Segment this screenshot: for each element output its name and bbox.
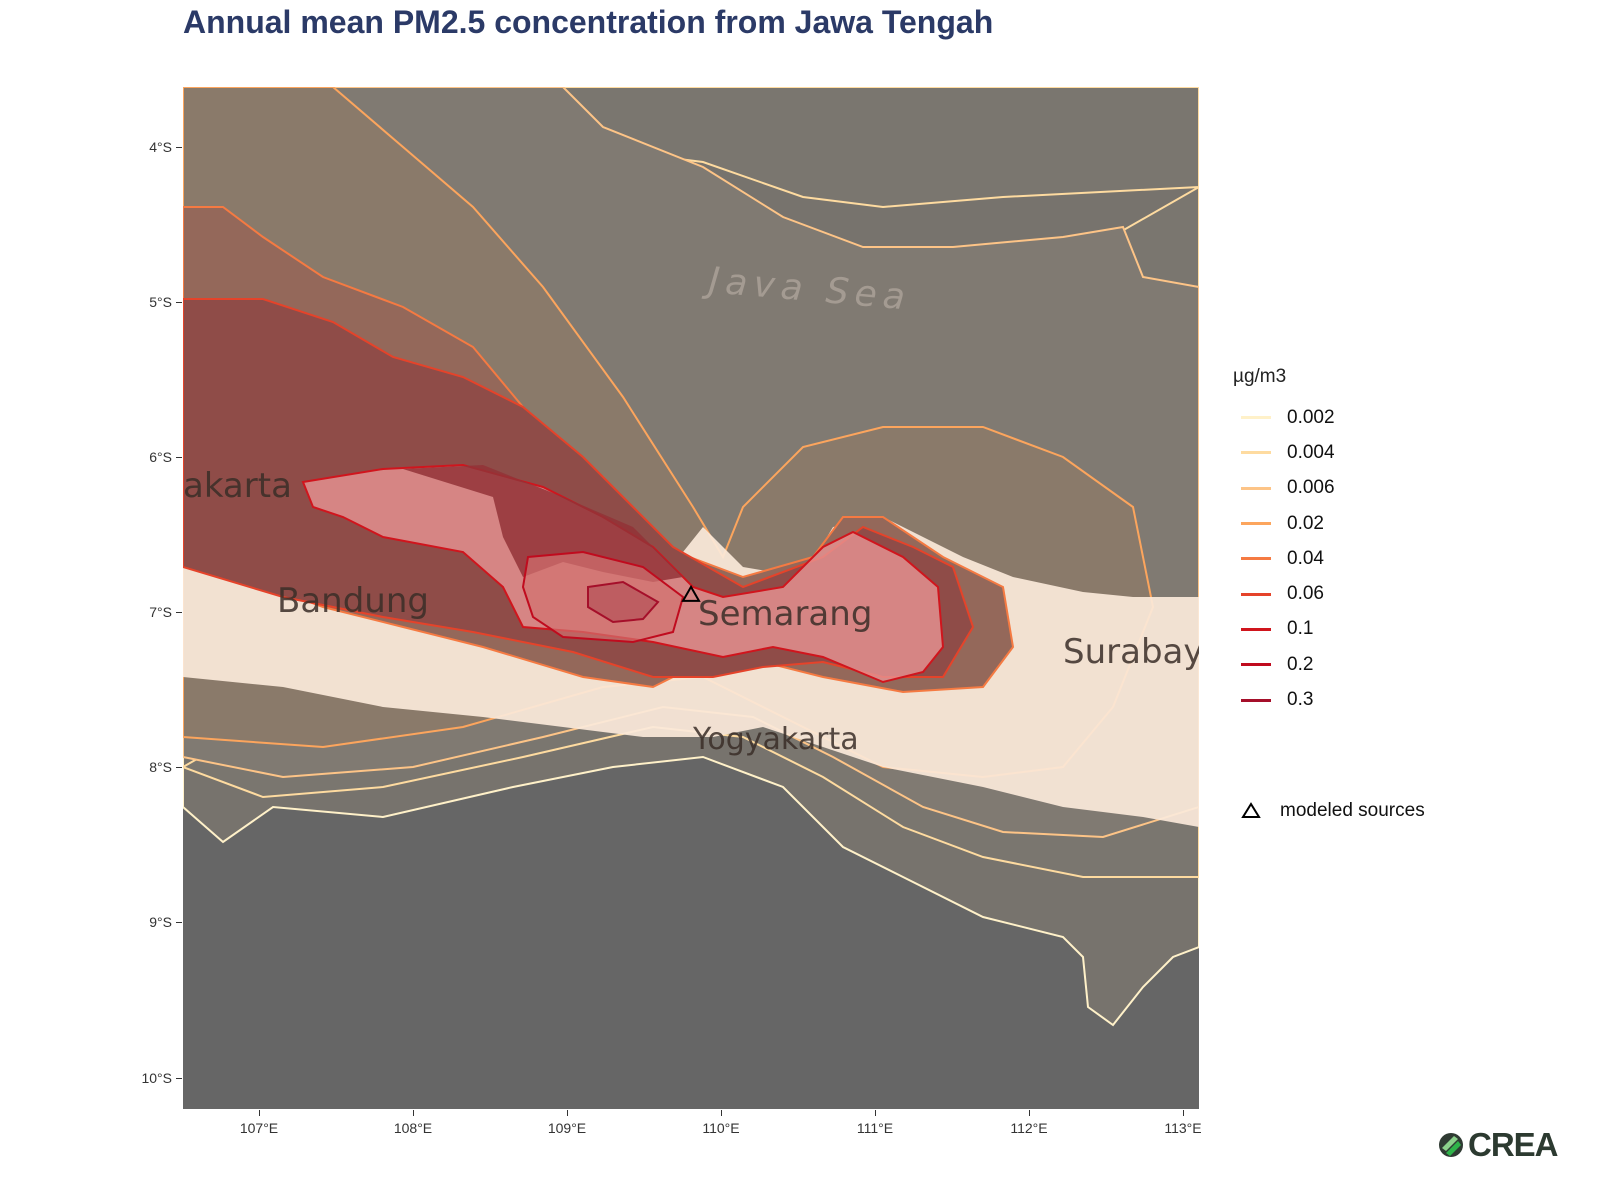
chart-title: Annual mean PM2.5 concentration from Jaw… (183, 4, 994, 40)
contour-fill-0.1-dark (403, 465, 683, 582)
legend-label: 0.06 (1287, 583, 1324, 605)
legend-line-key (1241, 451, 1271, 455)
legend-title: µg/m3 (1233, 366, 1287, 387)
legend-label: 0.04 (1287, 547, 1324, 569)
legend: µg/m3 0.002 0.004 0.006 0.02 0.04 0.06 0.1 0.2 0… (1233, 366, 1335, 718)
legend-label: 0.004 (1287, 441, 1335, 463)
place-label-jakarta: akarta (183, 466, 292, 506)
modeled-source-marker (681, 584, 701, 602)
legend-label: 0.3 (1287, 689, 1314, 711)
legend-modeled-sources: modeled sources (1240, 800, 1425, 822)
legend-line-key (1241, 522, 1271, 526)
y-tick: 8°S (120, 759, 182, 775)
logo-text: CREA (1468, 1126, 1559, 1163)
x-tick: 113°E (1143, 1110, 1223, 1136)
place-label-bandung: Bandung (277, 581, 429, 621)
legend-label: 0.002 (1287, 406, 1335, 428)
y-tick: 5°S (120, 294, 182, 310)
y-tick: 9°S (120, 914, 182, 930)
legend-line-key (1241, 663, 1271, 667)
x-tick: 108°E (373, 1110, 453, 1136)
contour-fill-0.3 (587, 580, 660, 624)
legend-line-key (1241, 416, 1271, 420)
crea-logo-icon (1439, 1133, 1463, 1157)
legend-item: 0.002 (1233, 400, 1335, 435)
x-tick: 107°E (219, 1110, 299, 1136)
triangle-outline-icon (1241, 802, 1261, 818)
place-label-yogyakarta: Yogyakarta (692, 722, 859, 757)
legend-item: 0.1 (1233, 612, 1335, 647)
crea-logo: CREA (1438, 1126, 1559, 1164)
legend-label: 0.1 (1287, 618, 1314, 640)
legend-line-key (1241, 557, 1271, 561)
legend-label: 0.02 (1287, 512, 1324, 534)
contour-fill-0.06 (183, 298, 975, 678)
legend-item: 0.2 (1233, 647, 1335, 682)
pm25-map: akarta Bandung Semarang Surabay Yogyakar… (183, 87, 1199, 1109)
y-tick: 10°S (120, 1070, 182, 1086)
x-tick: 112°E (989, 1110, 1069, 1136)
legend-item: 0.04 (1233, 541, 1335, 576)
x-tick: 110°E (681, 1110, 761, 1136)
legend-line-key (1241, 486, 1271, 490)
x-tick: 109°E (527, 1110, 607, 1136)
y-tick: 4°S (120, 139, 182, 155)
place-label-surabaya: Surabay (1063, 632, 1199, 672)
y-tick: 7°S (120, 604, 182, 620)
y-tick: 6°S (120, 449, 182, 465)
legend-item: 0.06 (1233, 576, 1335, 611)
legend-line-key (1241, 627, 1271, 631)
x-tick: 111°E (835, 1110, 915, 1136)
place-label-semarang: Semarang (698, 594, 872, 634)
legend-item: 0.3 (1233, 682, 1335, 717)
legend-item: 0.006 (1233, 471, 1335, 506)
legend-line-key (1241, 698, 1271, 702)
legend-source-label: modeled sources (1280, 800, 1425, 821)
legend-label: 0.006 (1287, 477, 1335, 499)
legend-label: 0.2 (1287, 653, 1314, 675)
legend-item: 0.004 (1233, 435, 1335, 470)
legend-item: 0.02 (1233, 506, 1335, 541)
legend-line-key (1241, 592, 1271, 596)
